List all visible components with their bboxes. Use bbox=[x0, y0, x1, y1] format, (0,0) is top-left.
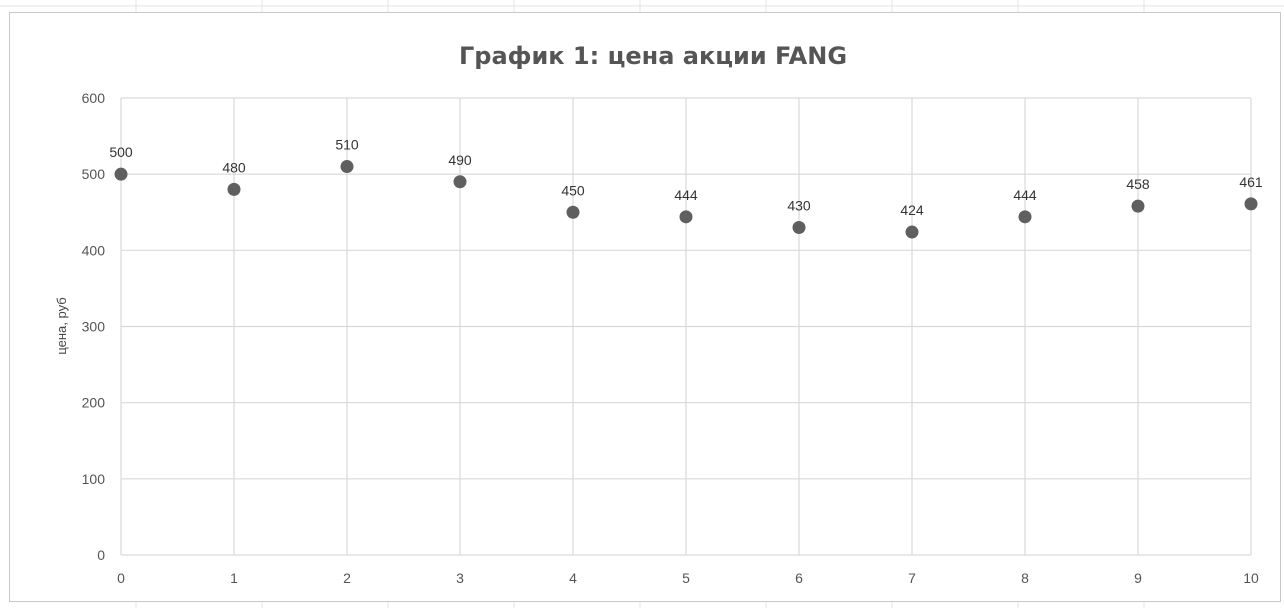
axis-tick-labels: 0 100 200 300 400 500 600 0 1 2 3 4 5 6 7 8 9 10 bbox=[82, 90, 1259, 586]
data-point[interactable] bbox=[679, 210, 693, 224]
data-label: 430 bbox=[787, 197, 811, 213]
data-label: 490 bbox=[448, 152, 472, 168]
data-label: 510 bbox=[335, 137, 359, 153]
data-point[interactable] bbox=[114, 167, 128, 181]
data-point[interactable] bbox=[227, 182, 241, 196]
data-point[interactable] bbox=[566, 205, 580, 219]
data-label: 450 bbox=[561, 182, 585, 198]
data-point[interactable] bbox=[453, 175, 467, 189]
x-tick-label: 3 bbox=[456, 570, 464, 586]
y-tick-label: 600 bbox=[82, 90, 106, 106]
chart-area[interactable] bbox=[9, 12, 1281, 602]
x-tick-label: 4 bbox=[569, 570, 577, 586]
data-points bbox=[114, 160, 1258, 239]
data-label: 424 bbox=[900, 202, 924, 218]
y-tick-label: 400 bbox=[82, 242, 106, 258]
x-tick-label: 8 bbox=[1021, 570, 1029, 586]
y-tick-label: 200 bbox=[82, 395, 106, 411]
y-tick-label: 300 bbox=[82, 319, 106, 335]
x-tick-label: 0 bbox=[117, 570, 125, 586]
x-tick-label: 9 bbox=[1134, 570, 1142, 586]
data-point[interactable] bbox=[792, 220, 806, 234]
x-tick-label: 7 bbox=[908, 570, 916, 586]
y-tick-label: 0 bbox=[97, 547, 105, 563]
data-point[interactable] bbox=[1131, 199, 1145, 213]
x-tick-label: 6 bbox=[795, 570, 803, 586]
data-labels: 500 480 510 490 450 444 430 424 444 458 461 bbox=[109, 137, 1263, 219]
data-label: 444 bbox=[1013, 187, 1037, 203]
data-label: 444 bbox=[674, 187, 698, 203]
data-point[interactable] bbox=[1244, 197, 1258, 211]
data-point[interactable] bbox=[340, 160, 354, 174]
data-label: 461 bbox=[1239, 174, 1263, 190]
x-tick-label: 2 bbox=[343, 570, 351, 586]
x-tick-label: 1 bbox=[230, 570, 238, 586]
data-label: 458 bbox=[1126, 176, 1150, 192]
x-tick-label: 10 bbox=[1243, 570, 1259, 586]
data-label: 480 bbox=[222, 159, 246, 175]
x-tick-label: 5 bbox=[682, 570, 690, 586]
y-tick-label: 500 bbox=[82, 166, 106, 182]
y-tick-label: 100 bbox=[82, 471, 106, 487]
data-point[interactable] bbox=[1018, 210, 1032, 224]
data-point[interactable] bbox=[905, 225, 919, 239]
gridlines bbox=[120, 97, 1252, 556]
y-axis-title: цена, руб bbox=[54, 297, 69, 354]
data-label: 500 bbox=[109, 144, 133, 160]
chart-title: График 1: цена акции FANG bbox=[459, 42, 847, 70]
